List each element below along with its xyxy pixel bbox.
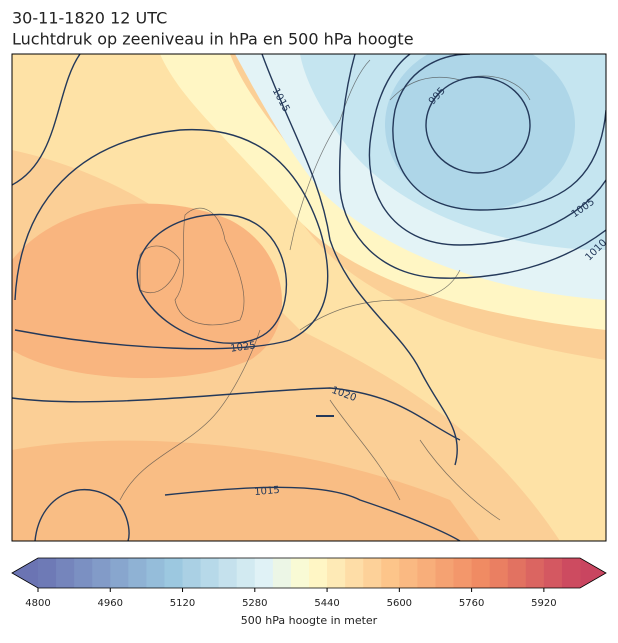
isobar — [368, 54, 606, 246]
date-title: 30-11-1820 12 UTC — [12, 9, 167, 28]
field-high — [12, 203, 283, 379]
colorbar-extend-low — [12, 558, 38, 588]
colorbar: 4800 4960 5120 5280 5440 5600 5760 5920 — [11, 557, 607, 609]
colorbar-tick-label: 4800 — [25, 598, 50, 609]
colorbar-segment — [92, 558, 111, 588]
colorbar-segment — [435, 558, 455, 588]
colorbar-segment — [327, 558, 346, 588]
isobar — [136, 213, 288, 344]
colorbar-segment — [489, 558, 509, 588]
colorbar-segment — [525, 558, 545, 588]
colorbar-segment — [182, 558, 202, 588]
field-band — [12, 54, 606, 541]
colorbar-segment — [56, 558, 75, 588]
colorbar-segment — [399, 558, 418, 588]
isobar — [392, 54, 606, 211]
colorbar-segment — [363, 558, 382, 588]
colorbar-segment — [290, 558, 310, 588]
colorbar-segment — [200, 558, 220, 588]
field-band — [12, 54, 606, 330]
colorbar-tick-label: 5280 — [242, 598, 267, 609]
field-low-core — [385, 54, 575, 210]
colorbar-extend-high — [580, 558, 606, 588]
colorbar-segment — [218, 558, 238, 588]
contour-label: 1025 — [230, 340, 257, 354]
map: 1015 995 1005 1010 1025 1020 1015 — [12, 54, 606, 541]
colorbar-segment — [561, 558, 581, 588]
colorbar-segment — [471, 558, 491, 588]
isobar — [34, 486, 461, 541]
colorbar-segment — [417, 558, 436, 588]
colorbar-segment — [128, 558, 147, 588]
colorbar-tick-label: 5600 — [387, 598, 412, 609]
colorbar-tick-label: 5440 — [314, 598, 339, 609]
map-frame — [11, 53, 607, 542]
colorbar-segment — [381, 558, 400, 588]
colorbar-segment — [345, 558, 364, 588]
isobar — [338, 54, 606, 279]
colorbar-segment — [146, 558, 165, 588]
isobar — [425, 76, 531, 174]
colorbar-segment — [236, 558, 256, 588]
colorbar-segment — [74, 558, 93, 588]
colorbar-segment — [453, 558, 473, 588]
colorbar-segment — [110, 558, 129, 588]
colorbar-segment — [309, 558, 328, 588]
contour-label: 1015 — [254, 485, 280, 498]
colorbar-segment — [507, 558, 527, 588]
colorbar-segment — [254, 558, 274, 588]
colorbar-label: 500 hPa hoogte in meter — [241, 614, 378, 627]
colorbar-segment — [38, 558, 57, 588]
colorbar-tick-label: 5920 — [531, 598, 556, 609]
colorbar-segment — [272, 558, 292, 588]
isobar — [14, 128, 329, 350]
colorbar-segment — [164, 558, 184, 588]
colorbar-tick-label: 5120 — [170, 598, 195, 609]
map-title: Luchtdruk op zeeniveau in hPa en 500 hPa… — [12, 30, 414, 49]
field-south — [12, 440, 480, 541]
colorbar-tick-label: 4960 — [98, 598, 123, 609]
colorbar-segment — [543, 558, 563, 588]
isobar — [12, 54, 461, 466]
colorbar-tick-label: 5760 — [459, 598, 484, 609]
